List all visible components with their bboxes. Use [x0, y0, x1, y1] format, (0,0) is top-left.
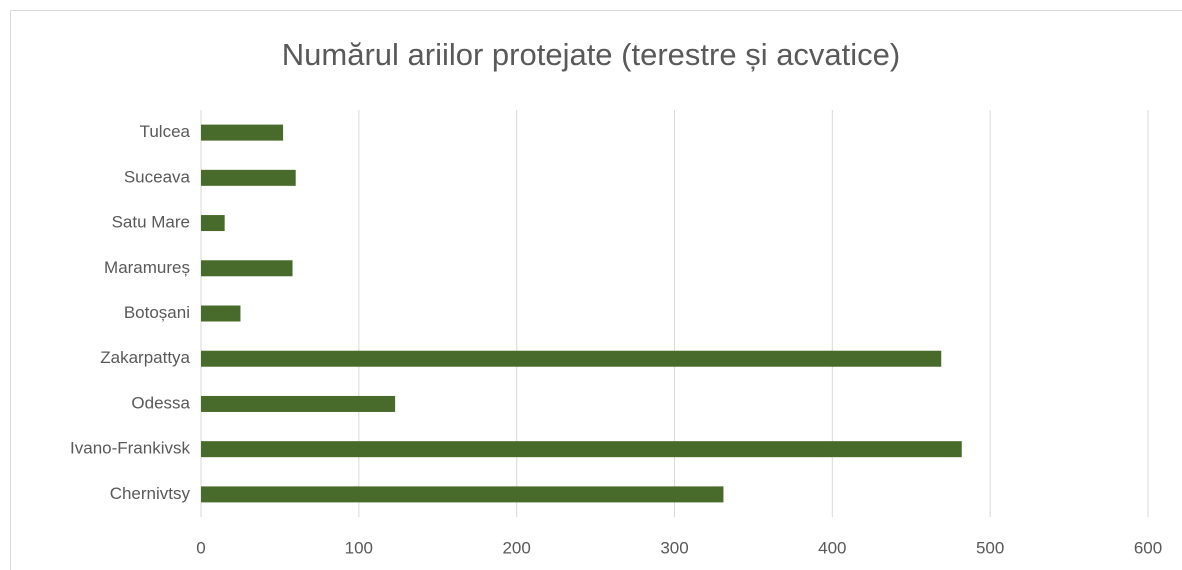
bar	[201, 441, 962, 458]
x-tick-label: 300	[660, 538, 688, 557]
y-tick-label: Botoșani	[124, 303, 190, 322]
y-tick-label: Tulcea	[140, 122, 191, 141]
bar	[201, 169, 296, 186]
bar	[201, 350, 942, 367]
y-tick-label: Chernivtsy	[110, 484, 191, 503]
y-tick-label: Zakarpattya	[100, 348, 190, 367]
x-tick-label: 500	[976, 538, 1004, 557]
x-tick-label: 100	[345, 538, 373, 557]
bar	[201, 305, 241, 322]
bar	[201, 395, 396, 412]
chart-border	[10, 10, 1182, 570]
y-tick-label: Satu Mare	[112, 213, 190, 232]
y-tick-label: Ivano-Frankivsk	[70, 439, 190, 458]
bar	[201, 215, 225, 232]
x-tick-label: 200	[502, 538, 530, 557]
bar	[201, 124, 284, 141]
x-tick-label: 0	[196, 538, 205, 557]
y-tick-label: Maramureș	[104, 258, 190, 277]
chart-title: Numărul ariilor protejate (terestre și a…	[282, 37, 901, 72]
bar	[201, 486, 724, 503]
x-tick-label: 400	[818, 538, 846, 557]
x-tick-label: 600	[1134, 538, 1162, 557]
y-tick-label: Odessa	[131, 393, 190, 412]
bar	[201, 260, 293, 277]
y-tick-label: Suceava	[124, 167, 191, 186]
